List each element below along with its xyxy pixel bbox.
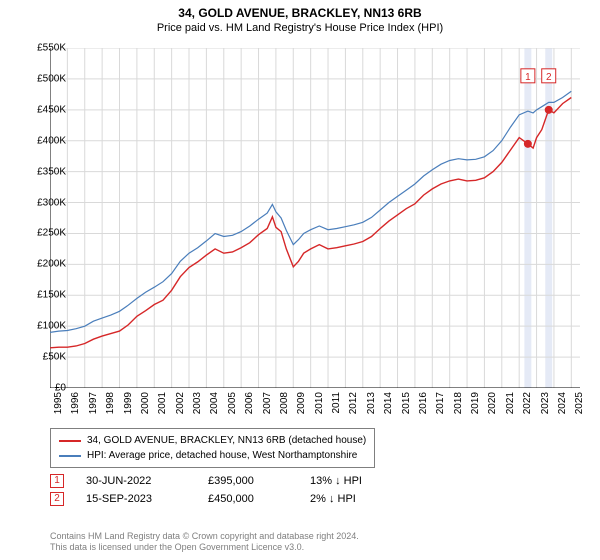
x-axis-label: 2024 — [557, 392, 568, 422]
page-subtitle: Price paid vs. HM Land Registry's House … — [0, 20, 600, 34]
x-axis-label: 2008 — [279, 392, 290, 422]
x-axis-label: 1995 — [53, 392, 64, 422]
y-axis-label: £50K — [24, 352, 66, 363]
y-axis-label: £300K — [24, 197, 66, 208]
legend-label: HPI: Average price, detached house, West… — [87, 448, 357, 463]
x-axis-label: 2019 — [470, 392, 481, 422]
y-axis-label: £100K — [24, 321, 66, 332]
x-axis-label: 2022 — [522, 392, 533, 422]
y-axis-label: £450K — [24, 104, 66, 115]
x-axis-label: 2017 — [435, 392, 446, 422]
x-axis-label: 1997 — [88, 392, 99, 422]
transactions-table: 1 30-JUN-2022 £395,000 13% ↓ HPI 2 15-SEP-202… — [50, 470, 362, 506]
y-axis-label: £250K — [24, 228, 66, 239]
transaction-delta: 13% ↓ HPI — [310, 475, 362, 487]
svg-text:2: 2 — [546, 72, 552, 83]
transaction-price: £395,000 — [208, 475, 288, 487]
transaction-row: 2 15-SEP-2023 £450,000 2% ↓ HPI — [50, 492, 362, 506]
footer-line-2: This data is licensed under the Open Gov… — [50, 542, 359, 554]
legend-swatch — [59, 440, 81, 442]
transaction-row: 1 30-JUN-2022 £395,000 13% ↓ HPI — [50, 474, 362, 488]
transaction-marker: 1 — [50, 474, 64, 488]
x-axis-label: 2001 — [157, 392, 168, 422]
footer-attribution: Contains HM Land Registry data © Crown c… — [50, 531, 359, 554]
x-axis-label: 2010 — [314, 392, 325, 422]
x-axis-label: 1999 — [123, 392, 134, 422]
page-title: 34, GOLD AVENUE, BRACKLEY, NN13 6RB — [0, 0, 600, 20]
footer-line-1: Contains HM Land Registry data © Crown c… — [50, 531, 359, 543]
legend-swatch — [59, 455, 81, 457]
y-axis-label: £350K — [24, 166, 66, 177]
x-axis-label: 2018 — [453, 392, 464, 422]
transaction-date: 15-SEP-2023 — [86, 493, 186, 505]
legend-label: 34, GOLD AVENUE, BRACKLEY, NN13 6RB (det… — [87, 433, 366, 448]
y-axis-label: £150K — [24, 290, 66, 301]
x-axis-label: 1998 — [105, 392, 116, 422]
svg-text:1: 1 — [525, 72, 531, 83]
x-axis-label: 2021 — [505, 392, 516, 422]
x-axis-label: 2007 — [262, 392, 273, 422]
x-axis-label: 2003 — [192, 392, 203, 422]
x-axis-label: 2015 — [401, 392, 412, 422]
x-axis-label: 2016 — [418, 392, 429, 422]
x-axis-label: 2004 — [209, 392, 220, 422]
x-axis-label: 2002 — [175, 392, 186, 422]
x-axis-label: 1996 — [70, 392, 81, 422]
transaction-delta: 2% ↓ HPI — [310, 493, 356, 505]
x-axis-label: 2013 — [366, 392, 377, 422]
x-axis-label: 2012 — [348, 392, 359, 422]
x-axis-label: 2020 — [487, 392, 498, 422]
x-axis-label: 2000 — [140, 392, 151, 422]
x-axis-label: 2025 — [574, 392, 585, 422]
transaction-price: £450,000 — [208, 493, 288, 505]
transaction-marker: 2 — [50, 492, 64, 506]
x-axis-label: 2011 — [331, 392, 342, 422]
x-axis-label: 2006 — [244, 392, 255, 422]
legend-item: 34, GOLD AVENUE, BRACKLEY, NN13 6RB (det… — [59, 433, 366, 448]
x-axis-label: 2009 — [296, 392, 307, 422]
x-axis-label: 2005 — [227, 392, 238, 422]
y-axis-label: £200K — [24, 259, 66, 270]
x-axis-label: 2023 — [540, 392, 551, 422]
legend: 34, GOLD AVENUE, BRACKLEY, NN13 6RB (det… — [50, 428, 375, 468]
legend-item: HPI: Average price, detached house, West… — [59, 448, 366, 463]
price-chart: 12 — [50, 48, 580, 388]
y-axis-label: £550K — [24, 43, 66, 54]
x-axis-label: 2014 — [383, 392, 394, 422]
y-axis-label: £500K — [24, 73, 66, 84]
transaction-date: 30-JUN-2022 — [86, 475, 186, 487]
y-axis-label: £400K — [24, 135, 66, 146]
